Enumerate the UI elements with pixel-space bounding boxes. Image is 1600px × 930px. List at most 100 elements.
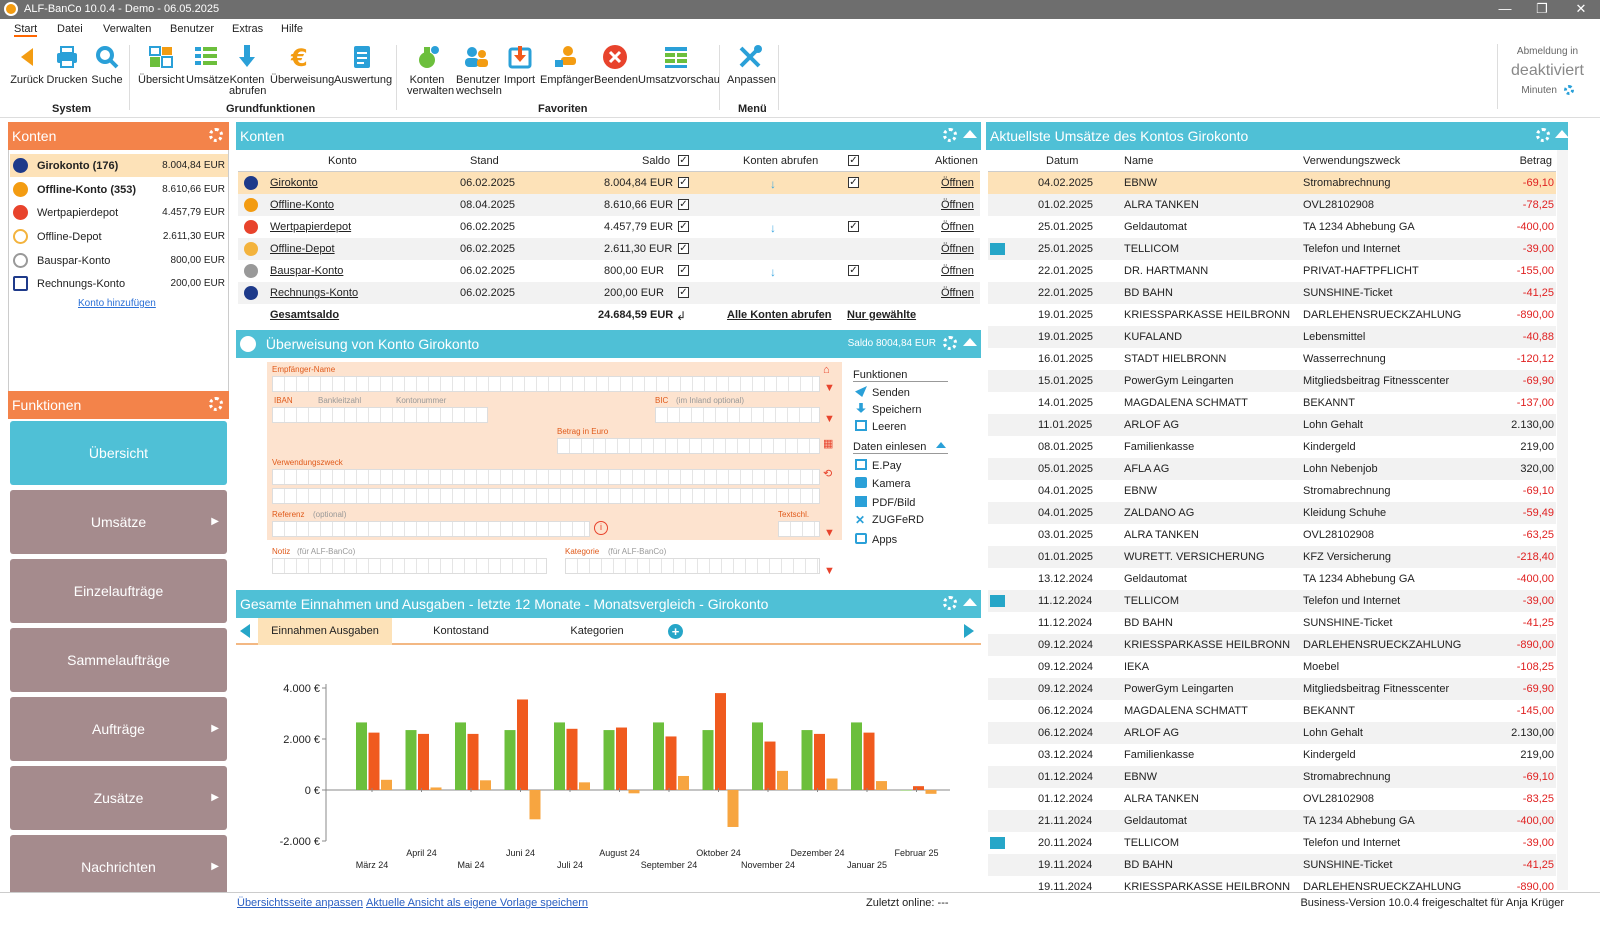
add-account-link[interactable]: Konto hinzufügen bbox=[78, 298, 156, 309]
account-name-link[interactable]: Rechnungs-Konto bbox=[270, 287, 359, 299]
account-table-row[interactable]: Offline-Konto 08.04.2025 8.610,66 EUR ✓ Öffn… bbox=[238, 194, 980, 216]
transaction-row[interactable]: 01.12.2024 ALRA TANKEN OVL28102908 -83,25 bbox=[988, 788, 1556, 810]
function-transactions-button[interactable]: Umsätze ▶ bbox=[10, 490, 227, 554]
transfer-button[interactable]: € Überweisung bbox=[270, 44, 335, 86]
function-single-orders-button[interactable]: Einzelaufträge bbox=[10, 559, 227, 623]
account-name-link[interactable]: Wertpapierdepot bbox=[270, 221, 352, 233]
tab-next-icon[interactable] bbox=[964, 624, 974, 638]
account-row-wertpapierdepot[interactable]: Wertpapierdepot 4.457,79 EUR bbox=[10, 201, 228, 224]
function-extras-button[interactable]: Zusätze ▶ bbox=[10, 766, 227, 830]
functions-settings-gear-icon[interactable] bbox=[209, 397, 223, 411]
pdf-image-button[interactable]: PDF/Bild bbox=[855, 496, 915, 509]
account-checkbox[interactable]: ✓ bbox=[678, 265, 689, 276]
collapse-icon[interactable] bbox=[936, 442, 946, 448]
transaction-row[interactable]: 19.11.2024 KRIESSPARKASSE HEILBRONN DARLEH… bbox=[988, 876, 1556, 898]
fetch-checkbox[interactable]: ✓ bbox=[848, 221, 859, 232]
auto-logout-panel[interactable]: Abmeldung in deaktiviert Minuten bbox=[1497, 44, 1597, 109]
zugferd-button[interactable]: ✕ ZUGFeRD bbox=[855, 513, 924, 527]
save-view-template-link[interactable]: Aktuelle Ansicht als eigene Vorlage spei… bbox=[366, 897, 588, 909]
manage-accounts-button[interactable]: Konten verwalten bbox=[404, 43, 454, 97]
import-button[interactable]: Import bbox=[502, 43, 537, 86]
reference-field[interactable] bbox=[272, 521, 590, 537]
text-key-field[interactable] bbox=[778, 521, 820, 537]
transaction-row[interactable]: 03.01.2025 ALRA TANKEN OVL28102908 -63,25 bbox=[988, 524, 1556, 546]
transaction-row[interactable]: 09.12.2024 PowerGym Leingarten Mitgliedsbe… bbox=[988, 678, 1556, 700]
evaluation-button[interactable]: Auswertung bbox=[334, 43, 392, 86]
transaction-row[interactable]: 11.12.2024 BD BAHN SUNSHINE-Ticket -41,25 bbox=[988, 612, 1556, 634]
transaction-row[interactable]: 22.01.2025 DR. HARTMANN PRIVAT-HAFTPFLICHT… bbox=[988, 260, 1556, 282]
account-table-row[interactable]: Girokonto 06.02.2025 8.004,84 EUR ✓ ↓ ✓ Öffnen bbox=[238, 172, 980, 194]
bic-field[interactable] bbox=[655, 407, 820, 423]
apps-button[interactable]: Apps bbox=[855, 533, 897, 546]
purpose-field-2[interactable] bbox=[272, 488, 820, 504]
transaction-row[interactable]: 06.12.2024 MAGDALENA SCHMATT BEKANNT -145,0… bbox=[988, 700, 1556, 722]
overview-button[interactable]: Übersicht bbox=[138, 43, 184, 86]
function-messages-button[interactable]: Nachrichten ▶ bbox=[10, 835, 227, 899]
transaction-row[interactable]: 09.12.2024 KRIESSPARKASSE HEILBRONN DARLEH… bbox=[988, 634, 1556, 656]
select-all-checkbox[interactable]: ✓ bbox=[678, 155, 689, 166]
transaction-row[interactable]: 11.12.2024 TELLICOM Telefon und Internet -3… bbox=[988, 590, 1556, 612]
fetch-checkbox[interactable]: ✓ bbox=[848, 177, 859, 188]
accounts-table-gear-icon[interactable] bbox=[943, 128, 957, 142]
menu-hilfe[interactable]: Hilfe bbox=[281, 23, 304, 35]
account-checkbox[interactable]: ✓ bbox=[678, 221, 689, 232]
info-icon[interactable]: i bbox=[594, 521, 608, 535]
amount-field[interactable] bbox=[557, 438, 820, 454]
dropdown-arrow-icon[interactable]: ▼ bbox=[824, 413, 835, 425]
tab-income-expenses[interactable]: Einnahmen Ausgaben bbox=[258, 618, 392, 645]
transaction-row[interactable]: 22.01.2025 BD BAHN SUNSHINE-Ticket -41,25 bbox=[988, 282, 1556, 304]
recipients-button[interactable]: Empfänger bbox=[540, 43, 594, 86]
account-checkbox[interactable]: ✓ bbox=[678, 287, 689, 298]
iban-field[interactable] bbox=[272, 407, 488, 423]
account-row-girokonto[interactable]: Girokonto (176) 8.004,84 EUR bbox=[10, 154, 228, 177]
maximize-button[interactable]: ❐ bbox=[1536, 1, 1548, 16]
transaction-row[interactable]: 19.01.2025 KUFALAND Lebensmittel -40,88 bbox=[988, 326, 1556, 348]
tab-balance[interactable]: Kontostand bbox=[433, 625, 489, 637]
refresh-icon[interactable]: ⟲ bbox=[823, 468, 833, 480]
account-row-bauspar-konto[interactable]: Bauspar-Konto 800,00 EUR bbox=[10, 249, 228, 272]
fetch-all-checkbox[interactable]: ✓ bbox=[848, 155, 859, 166]
account-name-link[interactable]: Offline-Depot bbox=[270, 243, 335, 255]
transaction-row[interactable]: 03.12.2024 Familienkasse Kindergeld 219,00 bbox=[988, 744, 1556, 766]
transaction-row[interactable]: 16.01.2025 STADT HIELBRONN Wasserrechnung -… bbox=[988, 348, 1556, 370]
open-account-link[interactable]: Öffnen bbox=[941, 177, 974, 189]
camera-button[interactable]: Kamera bbox=[855, 477, 911, 490]
calculator-icon[interactable]: ▦ bbox=[823, 438, 834, 450]
transaction-row[interactable]: 08.01.2025 Familienkasse Kindergeld 219,00 bbox=[988, 436, 1556, 458]
account-table-row[interactable]: Offline-Depot 06.02.2025 2.611,30 EUR ✓ Öffn… bbox=[238, 238, 980, 260]
fetch-selected-link[interactable]: Nur gewählte bbox=[847, 309, 917, 321]
home-icon[interactable]: ⌂ bbox=[823, 364, 830, 376]
save-button[interactable]: Speichern bbox=[855, 403, 922, 416]
transaction-row[interactable]: 06.12.2024 ARLOF AG Lohn Gehalt 2.130,00 bbox=[988, 722, 1556, 744]
collapse-icon[interactable] bbox=[963, 130, 977, 138]
open-account-link[interactable]: Öffnen bbox=[941, 265, 974, 277]
customize-overview-link[interactable]: Übersichtsseite anpassen bbox=[237, 897, 363, 909]
transaction-row[interactable]: 19.11.2024 BD BAHN SUNSHINE-Ticket -41,25 bbox=[988, 854, 1556, 876]
dropdown-arrow-icon[interactable]: ▼ bbox=[824, 527, 835, 539]
account-name-link[interactable]: Bauspar-Konto bbox=[270, 265, 344, 277]
transactions-gear-icon[interactable] bbox=[1536, 128, 1550, 142]
transaction-row[interactable]: 25.01.2025 Geldautomat TA 1234 Abhebung GA… bbox=[988, 216, 1556, 238]
search-button[interactable]: Suche bbox=[89, 43, 125, 86]
note-field[interactable] bbox=[272, 558, 547, 574]
transaction-row[interactable]: 15.01.2025 PowerGym Leingarten Mitgliedsbe… bbox=[988, 370, 1556, 392]
account-checkbox[interactable]: ✓ bbox=[678, 177, 689, 188]
function-batch-orders-button[interactable]: Sammelaufträge bbox=[10, 628, 227, 692]
open-account-link[interactable]: Öffnen bbox=[941, 199, 974, 211]
transaction-row[interactable]: 01.12.2024 EBNW Stromabrechnung -69,10 bbox=[988, 766, 1556, 788]
menu-verwalten[interactable]: Verwalten bbox=[103, 23, 152, 35]
accounts-settings-gear-icon[interactable] bbox=[209, 128, 223, 142]
minimize-button[interactable]: — bbox=[1498, 1, 1512, 16]
close-button[interactable]: ✕ bbox=[1575, 1, 1587, 16]
account-row-offline-depot[interactable]: Offline-Depot 2.611,30 EUR bbox=[10, 225, 228, 248]
recipient-field[interactable] bbox=[272, 376, 820, 392]
collapse-icon[interactable] bbox=[1555, 130, 1569, 138]
fetch-checkbox[interactable]: ✓ bbox=[848, 265, 859, 276]
transaction-row[interactable]: 05.01.2025 AFLA AG Lohn Nebenjob 320,00 bbox=[988, 458, 1556, 480]
account-name-link[interactable]: Offline-Konto bbox=[270, 199, 335, 211]
transaction-row[interactable]: 09.12.2024 IEKA Moebel -108,25 bbox=[988, 656, 1556, 678]
print-button[interactable]: Drucken bbox=[46, 43, 88, 86]
transactions-scrollbar[interactable] bbox=[1557, 150, 1568, 890]
open-account-link[interactable]: Öffnen bbox=[941, 221, 974, 233]
transaction-preview-button[interactable]: Umsatzvorschau bbox=[638, 43, 720, 86]
